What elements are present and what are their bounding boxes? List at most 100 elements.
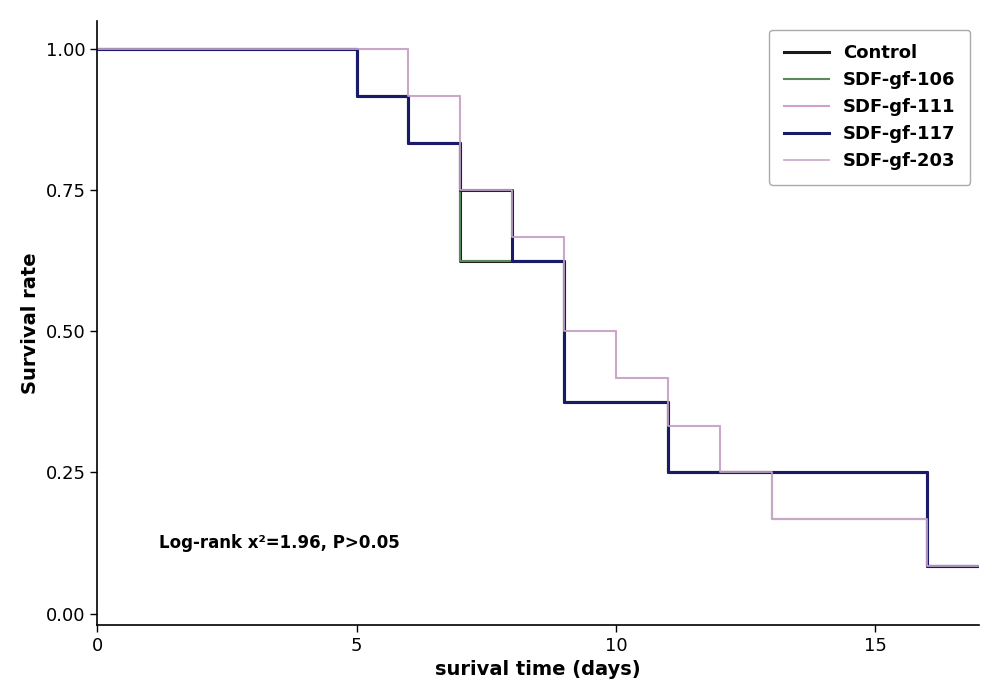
SDF-gf-117 [558, 398, 570, 406]
SDF-gf-111 [402, 92, 414, 100]
SDF-gf-111 [454, 186, 466, 195]
Control [454, 256, 466, 265]
SDF-gf-117 [299, 45, 311, 53]
Control [558, 398, 570, 406]
SDF-gf-111 [610, 374, 622, 382]
Control [610, 398, 622, 406]
SDF-gf-203 [662, 421, 674, 430]
SDF-gf-117 [454, 139, 466, 148]
SDF-gf-111 [921, 515, 933, 524]
SDF-gf-117 [714, 468, 726, 477]
SDF-gf-203 [299, 45, 311, 53]
Control [299, 45, 311, 53]
SDF-gf-111 [299, 45, 311, 53]
SDF-gf-111 [766, 468, 778, 477]
Control [351, 45, 363, 53]
SDF-gf-203 [299, 45, 311, 53]
SDF-gf-106 [506, 256, 518, 265]
SDF-gf-111 [714, 421, 726, 430]
SDF-gf-106 [766, 468, 778, 477]
SDF-gf-106 [610, 398, 622, 406]
Line: SDF-gf-117: SDF-gf-117 [97, 49, 979, 566]
SDF-gf-203 [454, 186, 466, 195]
SDF-gf-111 [714, 468, 726, 477]
SDF-gf-106 [558, 256, 570, 265]
SDF-gf-111 [299, 45, 311, 53]
SDF-gf-203 [351, 45, 363, 53]
SDF-gf-111 [662, 374, 674, 382]
SDF-gf-106 [91, 45, 103, 53]
Line: Control: Control [97, 49, 979, 566]
SDF-gf-117 [973, 562, 985, 570]
Control [506, 256, 518, 265]
SDF-gf-106 [402, 139, 414, 148]
SDF-gf-117 [610, 398, 622, 406]
SDF-gf-117 [973, 562, 985, 570]
SDF-gf-111 [610, 327, 622, 335]
SDF-gf-111 [351, 45, 363, 53]
Legend: Control, SDF-gf-106, SDF-gf-111, SDF-gf-117, SDF-gf-203: Control, SDF-gf-106, SDF-gf-111, SDF-gf-… [769, 30, 970, 185]
SDF-gf-203 [610, 327, 622, 335]
SDF-gf-111 [766, 515, 778, 524]
Control [662, 398, 674, 406]
SDF-gf-117 [402, 92, 414, 100]
SDF-gf-111 [558, 233, 570, 242]
SDF-gf-106 [351, 92, 363, 100]
Control [973, 562, 985, 570]
SDF-gf-203 [818, 515, 830, 524]
SDF-gf-203 [91, 45, 103, 53]
SDF-gf-106 [921, 562, 933, 570]
Control [921, 468, 933, 477]
Control [506, 256, 518, 265]
Control [402, 92, 414, 100]
SDF-gf-117 [921, 562, 933, 570]
SDF-gf-106 [299, 45, 311, 53]
SDF-gf-117 [454, 186, 466, 195]
SDF-gf-106 [454, 256, 466, 265]
SDF-gf-106 [558, 398, 570, 406]
SDF-gf-117 [714, 468, 726, 477]
SDF-gf-203 [714, 468, 726, 477]
SDF-gf-203 [662, 374, 674, 382]
SDF-gf-117 [662, 398, 674, 406]
SDF-gf-203 [973, 562, 985, 570]
SDF-gf-203 [714, 421, 726, 430]
SDF-gf-111 [506, 186, 518, 195]
SDF-gf-111 [921, 562, 933, 570]
Control [454, 139, 466, 148]
SDF-gf-106 [662, 398, 674, 406]
SDF-gf-203 [610, 374, 622, 382]
SDF-gf-203 [402, 92, 414, 100]
SDF-gf-106 [921, 515, 933, 524]
SDF-gf-111 [973, 562, 985, 570]
Line: SDF-gf-203: SDF-gf-203 [97, 49, 979, 566]
Y-axis label: Survival rate: Survival rate [21, 252, 40, 393]
SDF-gf-203 [973, 562, 985, 570]
SDF-gf-111 [973, 562, 985, 570]
SDF-gf-203 [506, 186, 518, 195]
Control [558, 256, 570, 265]
SDF-gf-117 [506, 256, 518, 265]
SDF-gf-203 [921, 515, 933, 524]
SDF-gf-106 [610, 398, 622, 406]
SDF-gf-106 [662, 468, 674, 477]
SDF-gf-117 [558, 256, 570, 265]
SDF-gf-203 [766, 515, 778, 524]
SDF-gf-106 [402, 92, 414, 100]
SDF-gf-203 [558, 233, 570, 242]
SDF-gf-111 [454, 92, 466, 100]
SDF-gf-106 [714, 468, 726, 477]
SDF-gf-117 [351, 45, 363, 53]
SDF-gf-117 [921, 468, 933, 477]
SDF-gf-106 [351, 45, 363, 53]
SDF-gf-203 [766, 468, 778, 477]
SDF-gf-106 [973, 562, 985, 570]
SDF-gf-111 [818, 515, 830, 524]
Line: SDF-gf-111: SDF-gf-111 [97, 49, 979, 566]
Text: Log-rank x²=1.96, P>0.05: Log-rank x²=1.96, P>0.05 [159, 534, 400, 552]
SDF-gf-117 [506, 186, 518, 195]
Control [662, 468, 674, 477]
SDF-gf-111 [506, 233, 518, 242]
Control [921, 562, 933, 570]
SDF-gf-111 [91, 45, 103, 53]
